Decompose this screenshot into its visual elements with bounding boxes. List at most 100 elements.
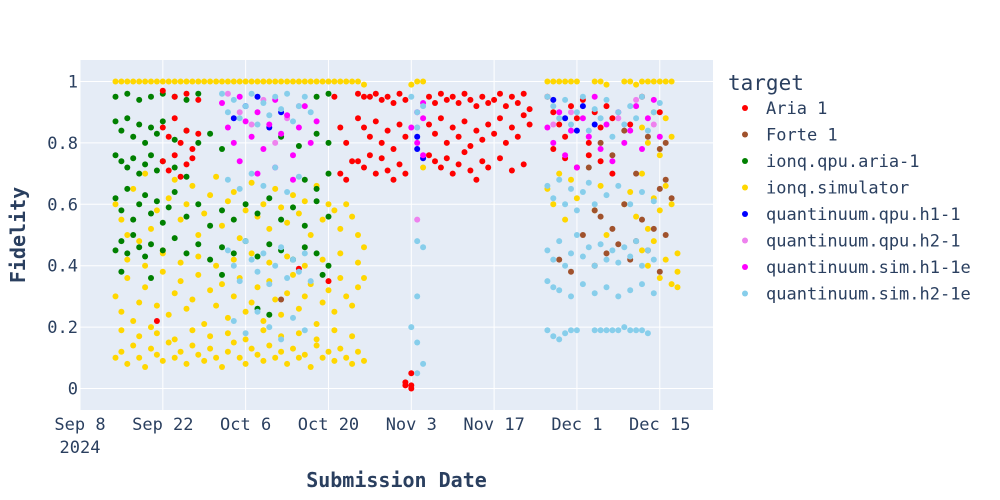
data-point (254, 268, 261, 275)
data-point (290, 176, 296, 183)
data-point (301, 351, 308, 358)
data-point (467, 96, 474, 103)
data-point (130, 185, 137, 192)
data-point (142, 253, 149, 260)
data-point (183, 173, 190, 180)
data-point (159, 87, 166, 94)
data-point (313, 118, 320, 125)
data-point (639, 170, 645, 177)
data-point (372, 170, 379, 177)
data-point (609, 247, 616, 254)
data-point (361, 164, 367, 171)
data-point (254, 210, 261, 217)
data-point (224, 90, 231, 97)
data-point (325, 348, 332, 355)
data-point (207, 192, 214, 199)
data-point (254, 284, 261, 291)
data-point (331, 78, 338, 85)
data-point (349, 78, 356, 85)
data-point (112, 354, 119, 361)
data-point (213, 302, 220, 309)
legend[interactable]: target Aria 1 Forte 1 ionq.qpu.aria-1 ionq.… (728, 71, 971, 305)
data-point (544, 278, 551, 285)
data-point (230, 262, 237, 269)
data-point (662, 115, 669, 122)
data-point (112, 201, 119, 208)
data-point (461, 90, 468, 97)
data-point (195, 130, 202, 137)
x-tick-label: Nov 17 (463, 415, 524, 435)
data-point (568, 185, 574, 192)
data-point (414, 216, 421, 223)
data-point (437, 90, 444, 97)
data-point (384, 127, 391, 134)
data-point (597, 182, 604, 189)
data-point (437, 164, 444, 171)
data-point (142, 284, 149, 291)
data-point (644, 330, 651, 337)
data-point (219, 90, 225, 97)
data-point (668, 281, 675, 288)
data-point (224, 109, 231, 116)
data-point (497, 155, 503, 162)
data-point (278, 311, 285, 318)
data-point (207, 256, 214, 263)
data-point (597, 139, 604, 146)
legend-item[interactable]: quantinuum.qpu.h2-1 (742, 232, 960, 252)
data-point (183, 127, 190, 134)
data-point (313, 250, 320, 257)
data-point (278, 296, 285, 303)
gridlines (79, 60, 713, 410)
data-point (585, 133, 592, 140)
data-point (568, 103, 574, 110)
data-point (207, 78, 214, 85)
data-point (118, 348, 125, 355)
data-point (254, 109, 261, 116)
data-point (219, 100, 225, 106)
data-point (550, 284, 557, 291)
data-point (656, 109, 663, 116)
data-point (568, 250, 574, 257)
data-point (272, 185, 279, 192)
data-point (325, 78, 332, 85)
data-point (627, 127, 634, 134)
data-point (142, 364, 149, 370)
data-point (562, 96, 569, 103)
data-point (230, 256, 237, 263)
data-point (290, 78, 296, 85)
data-point (260, 78, 267, 85)
data-point (201, 210, 208, 217)
data-point (319, 256, 326, 263)
legend-item[interactable]: quantinuum.sim.h2-1e (742, 285, 971, 305)
legend-item[interactable]: Aria 1 (742, 99, 827, 119)
data-point (142, 192, 149, 199)
data-point (136, 96, 143, 103)
data-point (213, 78, 220, 85)
legend-item[interactable]: ionq.qpu.aria-1 (742, 152, 920, 172)
data-point (207, 345, 214, 352)
data-point (242, 308, 249, 315)
data-point (248, 78, 255, 85)
data-point (544, 124, 551, 131)
data-point (633, 81, 640, 88)
data-point (153, 130, 160, 137)
data-point (219, 244, 225, 251)
series-aria-1 (153, 87, 663, 392)
data-point (219, 78, 225, 85)
data-point (485, 164, 492, 171)
data-point (260, 357, 267, 364)
data-point (171, 93, 178, 100)
data-point (627, 201, 634, 208)
data-point (550, 201, 557, 208)
legend-item[interactable]: quantinuum.sim.h1-1e (742, 258, 971, 278)
legend-item[interactable]: quantinuum.qpu.h1-1 (742, 205, 960, 225)
data-point (568, 121, 574, 128)
data-point (171, 78, 178, 85)
data-point (130, 342, 137, 349)
data-point (402, 170, 409, 177)
data-point (177, 216, 184, 223)
legend-item[interactable]: ionq.simulator (742, 179, 909, 199)
data-point (408, 81, 415, 88)
data-point (337, 250, 344, 257)
legend-item[interactable]: Forte 1 (742, 126, 838, 146)
